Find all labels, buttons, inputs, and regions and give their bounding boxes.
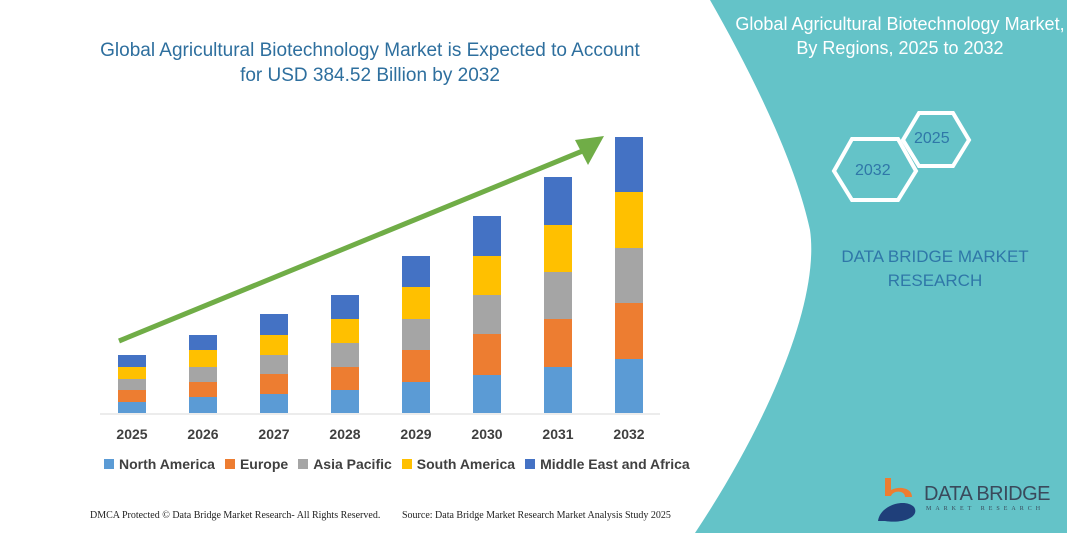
bar-segment-2027-0 xyxy=(260,394,288,413)
x-tick-label: 2026 xyxy=(187,426,219,442)
legend-item-asia-pacific: Asia Pacific xyxy=(298,456,392,472)
bar-segment-2026-3 xyxy=(189,350,217,367)
legend-label: Asia Pacific xyxy=(313,456,392,472)
bar-segment-2031-4 xyxy=(544,177,572,225)
x-tick-label: 2029 xyxy=(400,426,432,442)
bar-segment-2032-0 xyxy=(615,359,643,413)
legend: North America Europe Asia Pacific South … xyxy=(104,456,690,472)
copyright-footer: DMCA Protected © Data Bridge Market Rese… xyxy=(90,510,381,521)
brand-text: DATA BRIDGE MARKET RESEARCH xyxy=(841,247,1029,290)
legend-swatch xyxy=(525,459,536,469)
bar-segment-2028-3 xyxy=(331,319,359,343)
x-tick-label: 2030 xyxy=(471,426,503,442)
bar-segment-2027-2 xyxy=(260,355,288,374)
hexagon-2032-icon xyxy=(831,137,919,202)
bar-segment-2027-4 xyxy=(260,314,288,335)
legend-item-north-america: North America xyxy=(104,456,215,472)
legend-item-south-america: South America xyxy=(401,456,516,472)
teal-side-panel xyxy=(695,0,1067,533)
hex-label-2025: 2025 xyxy=(914,130,950,147)
legend-item-mea: Middle East and Africa xyxy=(525,456,690,472)
bar-segment-2025-2 xyxy=(118,379,146,390)
legend-swatch xyxy=(224,459,235,469)
x-tick-label: 2027 xyxy=(258,426,290,442)
bar-segment-2026-0 xyxy=(189,397,217,413)
bar-segment-2032-1 xyxy=(615,303,643,359)
trend-arrow-icon xyxy=(118,136,604,344)
bar-segment-2025-3 xyxy=(118,367,146,379)
bar-segment-2030-4 xyxy=(473,216,501,256)
bar-segment-2029-3 xyxy=(402,287,430,319)
bar-segment-2031-0 xyxy=(544,367,572,413)
legend-label: Middle East and Africa xyxy=(540,456,690,472)
bar-segment-2031-2 xyxy=(544,272,572,319)
bar-segment-2028-2 xyxy=(331,343,359,367)
bar-segment-2032-2 xyxy=(615,248,643,303)
bar-segment-2029-0 xyxy=(402,382,430,413)
bar-segment-2030-1 xyxy=(473,334,501,375)
bar-segment-2030-2 xyxy=(473,295,501,334)
bar-segment-2028-4 xyxy=(331,295,359,319)
bar-segment-2026-4 xyxy=(189,335,217,350)
bar-segment-2031-3 xyxy=(544,225,572,272)
bar-segment-2032-4 xyxy=(615,137,643,192)
logo-icon xyxy=(878,478,916,522)
legend-swatch xyxy=(298,459,309,469)
bar-segment-2029-4 xyxy=(402,256,430,287)
legend-swatch xyxy=(104,459,114,469)
chart-title: Global Agricultural Biotechnology Market… xyxy=(100,40,640,86)
legend-label: South America xyxy=(416,456,516,472)
x-tick-label: 2025 xyxy=(116,426,148,442)
bar-segment-2027-1 xyxy=(260,374,288,394)
bar-segment-2026-1 xyxy=(189,382,217,397)
hexagon-2025-icon xyxy=(900,111,972,168)
source-footer: Source: Data Bridge Market Research Mark… xyxy=(402,510,671,521)
x-tick-label: 2031 xyxy=(542,426,574,442)
x-tick-label: 2032 xyxy=(613,426,645,442)
bar-segment-2026-2 xyxy=(189,367,217,382)
bar-segment-2025-4 xyxy=(118,355,146,367)
legend-label: North America xyxy=(119,456,215,472)
bar-segment-2028-1 xyxy=(331,367,359,390)
bar-segment-2025-0 xyxy=(118,402,146,413)
hex-label-2032: 2032 xyxy=(855,162,891,179)
legend-label: Europe xyxy=(239,456,289,472)
bar-segment-2030-3 xyxy=(473,256,501,295)
bar-segment-2031-1 xyxy=(544,319,572,367)
bar-segment-2030-0 xyxy=(473,375,501,413)
bar-series xyxy=(118,137,643,413)
bar-segment-2029-2 xyxy=(402,319,430,350)
side-panel-title: Global Agricultural Biotechnology Market… xyxy=(735,14,1065,58)
bar-segment-2027-3 xyxy=(260,335,288,355)
bar-segment-2032-3 xyxy=(615,192,643,248)
bar-segment-2029-1 xyxy=(402,350,430,382)
legend-swatch xyxy=(401,459,412,469)
x-tick-label: 2028 xyxy=(329,426,361,442)
legend-item-europe: Europe xyxy=(224,456,289,472)
logo-name: DATA BRIDGE xyxy=(924,483,1051,505)
logo-tagline: MARKET RESEARCH xyxy=(926,506,1045,512)
bar-segment-2028-0 xyxy=(331,390,359,413)
bar-segment-2025-1 xyxy=(118,390,146,402)
